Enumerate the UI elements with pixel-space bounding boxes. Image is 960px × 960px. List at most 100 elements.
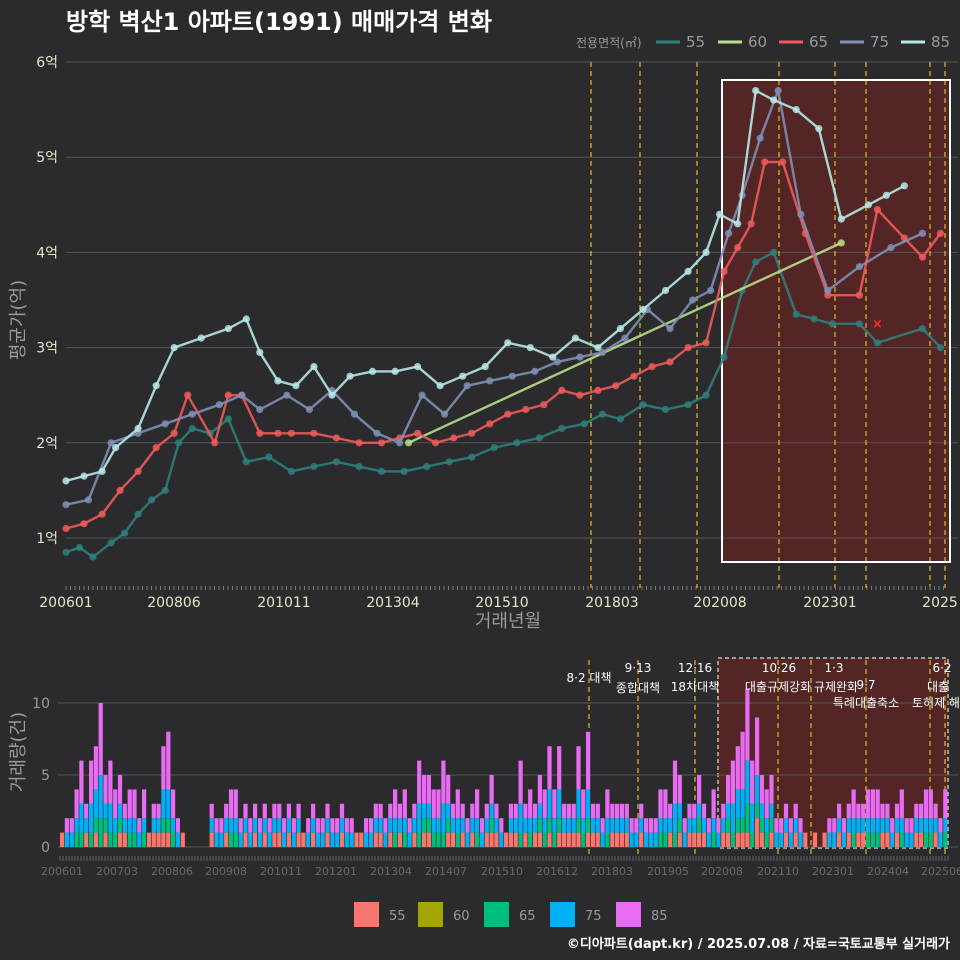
volume-bar-segment <box>397 818 402 833</box>
volume-bar-segment <box>528 832 533 847</box>
volume-bar-segment <box>156 818 161 833</box>
volume-bar-segment <box>648 818 653 833</box>
policy-label-bottom: 특례대출축소 <box>833 696 899 710</box>
volume-bar-segment <box>774 832 779 847</box>
volume-bar-segment <box>933 818 938 833</box>
volume-bar-segment <box>735 832 740 847</box>
volume-bar-segment <box>639 832 644 847</box>
volume-x-tick: 200908 <box>205 865 247 878</box>
legend-box-60 <box>418 902 443 927</box>
volume-bar-segment <box>846 818 851 833</box>
volume-bar-segment <box>841 818 846 833</box>
volume-bar-segment <box>677 832 682 847</box>
policy-label-top: 6·2 <box>932 661 951 675</box>
volume-bar-segment <box>422 832 427 847</box>
volume-bar-segment <box>726 775 731 804</box>
volume-bar-segment <box>938 818 943 833</box>
volume-bar-segment <box>856 818 861 833</box>
volume-bar-segment <box>856 832 861 847</box>
volume-bar-segment <box>465 832 470 847</box>
volume-bar-segment <box>262 803 267 819</box>
volume-bar-segment <box>697 803 702 819</box>
volume-bar-segment <box>228 818 234 833</box>
volume-bar-segment <box>600 832 605 847</box>
volume-bar-segment <box>692 803 697 819</box>
volume-bar-segment <box>523 818 528 833</box>
volume-bar-segment <box>909 818 914 833</box>
volume-bar-segment <box>827 832 832 847</box>
series-point-85 <box>256 348 264 356</box>
volume-bar-segment <box>441 760 446 804</box>
series-point-65 <box>224 391 232 399</box>
volume-bar-segment <box>422 818 427 833</box>
series-point-85 <box>684 267 692 275</box>
volume-bar-segment <box>523 832 528 847</box>
volume-bar-segment <box>132 832 137 847</box>
volume-bar-segment <box>508 832 513 847</box>
series-point-65 <box>134 467 142 475</box>
series-point-75 <box>441 410 449 418</box>
volume-bar-segment <box>286 803 291 819</box>
volume-bar-segment <box>122 818 127 833</box>
series-point-85 <box>639 305 647 314</box>
volume-bar-segment <box>779 818 784 833</box>
policy-label-bottom: 대출규제강화 <box>745 680 811 694</box>
volume-bar-segment <box>692 818 697 833</box>
price-y-tick: 6억 <box>36 55 58 71</box>
volume-bar-segment <box>257 818 263 833</box>
price-y-tick: 4억 <box>36 245 58 261</box>
series-point-85 <box>274 377 282 385</box>
volume-bar-segment <box>479 832 485 847</box>
series-point-75 <box>215 401 223 409</box>
volume-bar-segment <box>837 832 842 847</box>
volume-bar-segment <box>928 818 933 833</box>
price-x-tick: 200601 <box>39 595 92 611</box>
volume-bar-segment <box>166 731 171 790</box>
volume-bar-segment <box>639 803 644 819</box>
legend-box-label-55: 55 <box>389 909 406 924</box>
volume-bar-segment <box>610 818 615 833</box>
volume-bar-segment <box>277 818 282 833</box>
volume-bar-segment <box>928 832 933 847</box>
volume-bar-segment <box>373 832 378 847</box>
volume-bar-segment <box>108 803 113 833</box>
volume-bar-segment <box>320 832 325 847</box>
series-point-75 <box>396 439 404 447</box>
volume-bar-segment <box>764 818 769 833</box>
volume-bar-segment <box>552 832 557 847</box>
volume-bar-segment <box>663 818 668 833</box>
volume-bar-segment <box>397 803 402 819</box>
price-y-tick: 5억 <box>36 150 58 166</box>
volume-bar-segment <box>721 818 726 833</box>
volume-bar-segment <box>866 789 871 819</box>
volume-bar-segment <box>339 803 345 819</box>
series-point-75 <box>576 353 584 361</box>
volume-bar-segment <box>721 803 726 819</box>
volume-bar-segment <box>156 832 161 847</box>
volume-bar-segment <box>759 818 764 833</box>
series-point-85 <box>62 477 70 485</box>
volume-bar-segment <box>619 803 624 819</box>
volume-bar-segment <box>943 818 948 833</box>
volume-bar-segment <box>277 803 282 819</box>
volume-bar-segment <box>89 760 94 804</box>
volume-bar-segment <box>378 832 383 847</box>
series-point-65 <box>98 510 106 518</box>
series-point-55 <box>639 401 647 409</box>
volume-bar-segment <box>745 760 750 804</box>
volume-bar-segment <box>721 832 726 847</box>
volume-bar-segment <box>740 789 745 819</box>
volume-bar-segment <box>561 818 567 833</box>
legend-box-85 <box>616 902 641 927</box>
volume-bar-segment <box>706 818 711 833</box>
volume-bar-segment <box>740 731 745 790</box>
volume-bar-segment <box>542 832 547 847</box>
volume-bar-segment <box>74 832 79 847</box>
volume-bar-segment <box>137 832 142 847</box>
y-axis-label: 평균가(억) <box>8 280 29 360</box>
volume-bar-segment <box>450 803 456 819</box>
volume-bar-segment <box>383 832 388 847</box>
volume-bar-segment <box>745 688 750 761</box>
volume-bar-segment <box>422 775 427 804</box>
legend-label-55: 55 <box>686 33 705 51</box>
